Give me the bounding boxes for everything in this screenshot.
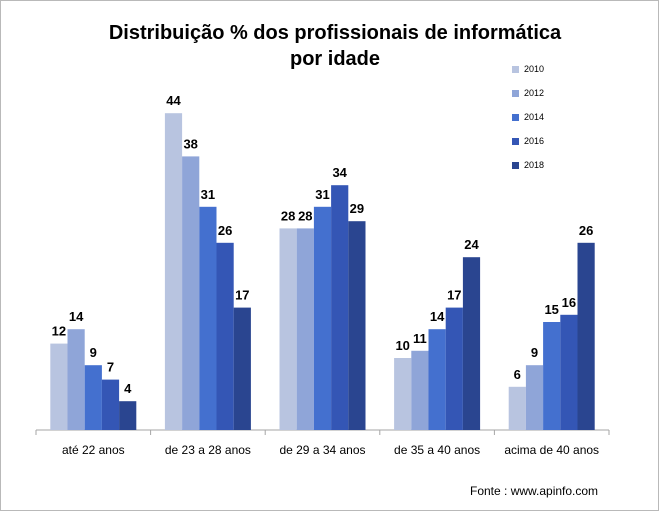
- bar-2014-5: [543, 322, 561, 430]
- bar-2016-3: [331, 185, 349, 430]
- data-label-2018-3: 29: [350, 201, 364, 216]
- bar-2012-2: [182, 156, 200, 430]
- legend-item-2012: 2012: [512, 86, 544, 100]
- data-label-2012-3: 28: [298, 208, 312, 223]
- bar-2014-4: [428, 329, 446, 430]
- bar-2018-1: [119, 401, 137, 430]
- legend-swatch-2012: [512, 89, 519, 97]
- bar-2016-2: [216, 242, 234, 430]
- source-credit: Fonte : www.apinfo.com: [470, 484, 599, 498]
- data-label-2016-5: 16: [562, 295, 576, 310]
- data-label-2016-4: 17: [447, 288, 461, 303]
- chart-title: Distribuição % dos profissionais de info…: [60, 20, 610, 72]
- data-label-2016-2: 26: [218, 223, 232, 238]
- legend-item-2018: 2018: [512, 158, 544, 172]
- data-label-2010-1: 12: [52, 324, 66, 339]
- legend-item-2016: 2016: [512, 134, 544, 148]
- legend-item-2010: 2010: [512, 62, 544, 76]
- data-label-2018-5: 26: [579, 223, 593, 238]
- bar-2012-3: [296, 228, 314, 430]
- data-label-2016-3: 34: [332, 165, 347, 180]
- bar-2018-3: [348, 221, 366, 430]
- chart-title-line-2: por idade: [289, 48, 380, 70]
- bar-2010-3: [279, 228, 297, 430]
- data-label-2016-1: 7: [107, 360, 114, 375]
- bar-2014-3: [313, 206, 332, 430]
- legend-swatch-2016: [512, 137, 519, 145]
- bar-2014-2: [199, 206, 217, 430]
- bar-2018-2: [233, 307, 251, 430]
- data-label-2012-1: 14: [69, 309, 84, 324]
- bar-2018-5: [577, 242, 595, 430]
- x-tick-label-4: de 35 a 40 anos: [394, 443, 480, 457]
- x-tick-label-5: acima de 40 anos: [504, 443, 599, 457]
- bar-2010-2: [164, 113, 183, 430]
- data-label-2010-4: 10: [395, 338, 409, 353]
- data-label-2018-2: 17: [235, 288, 249, 303]
- legend-label-2016: 2016: [524, 136, 545, 146]
- data-label-2010-5: 6: [514, 367, 521, 382]
- legend-label-2012: 2012: [524, 88, 545, 98]
- data-label-2010-3: 28: [281, 208, 295, 223]
- x-tick-label-3: de 29 a 34 anos: [279, 443, 365, 457]
- bar-2016-5: [560, 314, 578, 430]
- legend-swatch-2014: [512, 113, 519, 121]
- bar-2010-4: [394, 358, 412, 430]
- bar-2012-5: [525, 365, 544, 430]
- data-label-2014-4: 14: [430, 309, 445, 324]
- legend-item-2014: 2014: [512, 110, 544, 124]
- data-label-2012-2: 38: [183, 136, 197, 151]
- legend-swatch-2010: [512, 65, 519, 73]
- x-tick-label-2: de 23 a 28 anos: [165, 443, 251, 457]
- data-label-2014-2: 31: [201, 187, 215, 202]
- data-label-2018-4: 24: [464, 237, 479, 252]
- legend-label-2014: 2014: [524, 112, 545, 122]
- data-label-2018-1: 4: [124, 381, 132, 396]
- bar-2016-4: [445, 307, 463, 430]
- legend-label-2018: 2018: [524, 160, 545, 170]
- x-tick-label-1: até 22 anos: [62, 443, 125, 457]
- bar-2010-1: [50, 343, 68, 430]
- data-label-2014-3: 31: [315, 187, 329, 202]
- data-label-2014-5: 15: [544, 302, 558, 317]
- bar-2012-4: [411, 350, 429, 430]
- bar-2016-1: [101, 379, 120, 430]
- bar-2010-5: [508, 386, 526, 430]
- bar-2014-1: [84, 365, 102, 430]
- bar-2012-1: [67, 329, 85, 430]
- data-label-2010-2: 44: [166, 93, 181, 108]
- data-label-2014-1: 9: [90, 345, 97, 360]
- data-label-2012-4: 11: [413, 331, 427, 346]
- data-label-2012-5: 9: [531, 345, 538, 360]
- legend-swatch-2018: [512, 161, 519, 169]
- chart-title-line-1: Distribuição % dos profissionais de info…: [108, 22, 562, 44]
- bar-2018-4: [462, 257, 481, 430]
- legend-label-2010: 2010: [524, 64, 545, 74]
